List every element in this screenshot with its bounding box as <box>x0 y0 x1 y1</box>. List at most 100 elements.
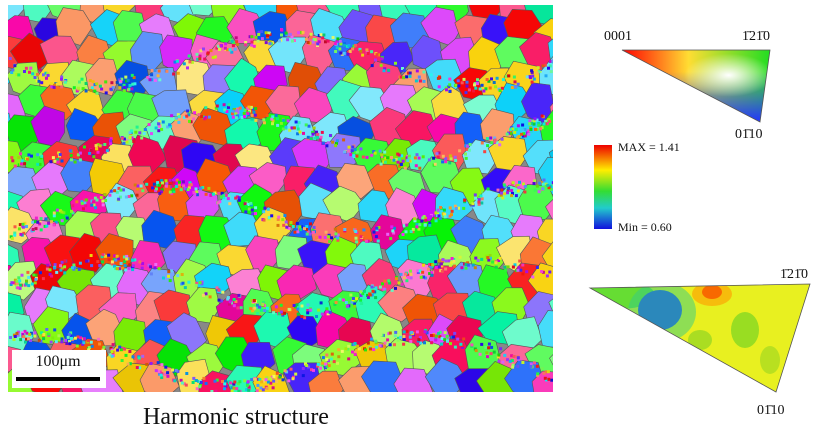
fine-grain <box>35 79 39 83</box>
fine-grain <box>231 115 235 119</box>
fine-grain <box>88 151 92 155</box>
fine-grain <box>387 68 391 72</box>
fine-grain <box>464 91 468 95</box>
fine-grain <box>135 125 139 129</box>
fine-grain <box>9 235 13 239</box>
fine-grain <box>521 272 525 276</box>
ipf-label: 0001 <box>604 29 632 44</box>
fine-grain <box>292 304 296 307</box>
fine-grain <box>100 146 104 150</box>
fine-grain <box>404 230 408 234</box>
fine-grain <box>430 271 434 275</box>
fine-grain <box>71 261 75 265</box>
fine-grain <box>460 81 464 85</box>
fine-grain <box>87 348 91 352</box>
fine-grain <box>259 386 263 390</box>
fine-grain <box>224 379 227 383</box>
fine-grain <box>289 367 293 371</box>
fine-grain <box>317 308 321 312</box>
fine-grain <box>154 189 158 193</box>
fine-grain <box>288 32 292 36</box>
fine-grain <box>237 293 241 297</box>
fine-grain <box>312 368 315 372</box>
fine-grain <box>238 106 242 110</box>
fine-grain <box>100 87 104 91</box>
fine-grain <box>204 106 208 110</box>
fine-grain <box>487 79 491 83</box>
fine-grain <box>487 342 491 346</box>
fine-grain <box>316 132 320 136</box>
fine-grain <box>93 196 97 200</box>
fine-grain <box>246 203 250 206</box>
fine-grain <box>128 263 132 267</box>
fine-grain <box>476 82 479 86</box>
fine-grain <box>260 380 264 384</box>
fine-grain <box>486 355 489 359</box>
fine-grain <box>22 335 26 339</box>
fine-grain <box>17 227 21 231</box>
fine-grain <box>126 362 130 366</box>
fine-grain <box>317 34 321 37</box>
fine-grain <box>157 69 161 73</box>
fine-grain <box>284 125 288 129</box>
fine-grain <box>45 224 49 228</box>
fine-grain <box>456 79 460 83</box>
fine-grain <box>380 153 384 157</box>
fine-grain <box>550 378 553 382</box>
fine-grain <box>10 156 14 160</box>
fine-grain <box>81 207 85 211</box>
fine-grain <box>220 299 223 303</box>
fine-grain <box>186 66 189 70</box>
fine-grain <box>393 226 396 230</box>
fine-grain <box>532 182 536 185</box>
fine-grain <box>59 268 63 272</box>
fine-grain <box>136 184 140 188</box>
grain <box>562 316 599 355</box>
fine-grain <box>252 111 256 114</box>
fine-grain <box>374 296 378 300</box>
fine-grain <box>334 144 338 148</box>
fine-grain <box>177 120 181 124</box>
fine-grain <box>521 134 525 138</box>
fine-grain <box>512 355 516 358</box>
fine-grain <box>329 134 332 137</box>
fine-grain <box>68 342 72 346</box>
fine-grain <box>78 80 81 84</box>
fine-grain <box>126 78 130 82</box>
fine-grain <box>351 145 355 149</box>
fine-grain <box>155 187 158 191</box>
fine-grain <box>505 132 509 136</box>
fine-grain <box>537 70 541 74</box>
fine-grain <box>309 222 313 226</box>
fine-grain <box>495 141 499 145</box>
texture-outline <box>588 283 811 393</box>
fine-grain <box>194 379 198 382</box>
fine-grain <box>389 237 393 241</box>
fine-grain <box>513 131 517 134</box>
fine-grain <box>415 153 419 157</box>
fine-grain <box>250 35 254 39</box>
fine-grain <box>178 185 182 189</box>
fine-grain <box>351 350 354 354</box>
fine-grain <box>147 123 151 127</box>
fine-grain <box>441 160 445 164</box>
fine-grain <box>296 312 300 316</box>
color-bar-min: Min = 0.60 <box>618 220 672 234</box>
fine-grain <box>211 56 215 59</box>
fine-grain <box>158 191 162 195</box>
fine-grain <box>437 332 440 336</box>
fine-grain <box>36 72 39 76</box>
fine-grain <box>215 286 219 290</box>
fine-grain <box>194 283 198 287</box>
fine-grain <box>19 338 23 342</box>
fine-grain <box>449 157 453 161</box>
fine-grain <box>468 143 472 146</box>
fine-grain <box>13 231 17 235</box>
fine-grain <box>347 357 351 361</box>
fine-grain <box>57 151 61 155</box>
fine-grain <box>404 272 407 276</box>
fine-grain <box>540 270 544 273</box>
fine-grain <box>82 145 86 149</box>
fine-grain <box>176 370 180 373</box>
fine-grain <box>408 74 412 78</box>
